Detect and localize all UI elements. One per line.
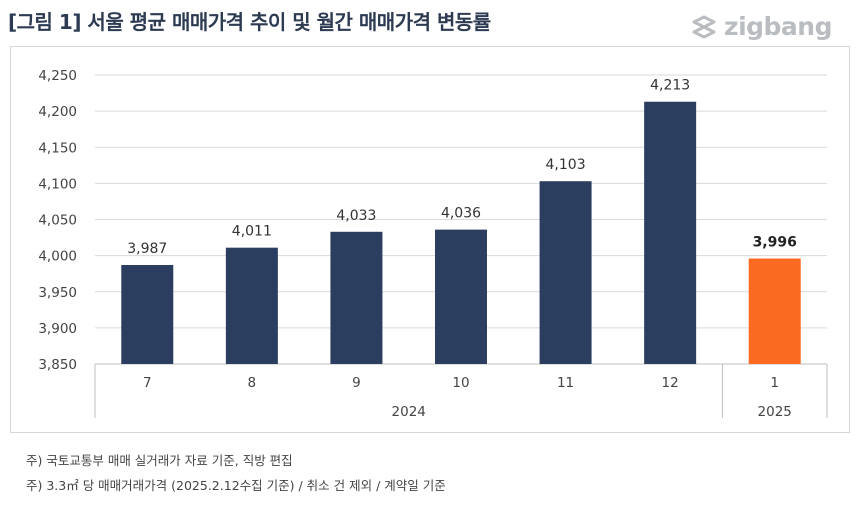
y-tick-label: 3,950 bbox=[38, 285, 77, 301]
y-tick-label: 4,150 bbox=[38, 140, 77, 156]
data-label: 4,033 bbox=[336, 208, 376, 224]
y-tick-label: 4,050 bbox=[38, 213, 77, 229]
chart-panel: 3,850 3,900 3,950 4,000 4,050 4,100 4,150 4,200… bbox=[10, 46, 850, 433]
page-title: [그림 1] 서울 평균 매매가격 추이 및 월간 매매가격 변동률 bbox=[8, 10, 491, 34]
y-tick-label: 4,200 bbox=[38, 104, 77, 120]
data-label: 4,036 bbox=[441, 206, 481, 222]
zigbang-logo-icon bbox=[692, 15, 716, 38]
footnote-method: 주) 3.3㎡ 당 매매거래가격 (2025.2.12수집 기준) / 취소 건… bbox=[26, 478, 446, 493]
bar bbox=[748, 258, 801, 364]
x-tick-label: 7 bbox=[143, 375, 152, 391]
x-tick-label: 9 bbox=[352, 375, 361, 391]
data-label: 4,213 bbox=[650, 78, 690, 94]
y-tick-label: 3,850 bbox=[38, 357, 77, 373]
bar-chart: 3,850 3,900 3,950 4,000 4,050 4,100 4,150 4,200… bbox=[38, 68, 828, 420]
bar bbox=[435, 229, 487, 364]
bar bbox=[225, 247, 278, 364]
data-label: 3,996 bbox=[753, 235, 797, 251]
group-label: 2024 bbox=[392, 404, 426, 420]
bar bbox=[539, 181, 592, 364]
y-tick-label: 3,900 bbox=[38, 321, 77, 337]
data-label: 4,103 bbox=[546, 157, 586, 173]
x-tick-label: 8 bbox=[248, 375, 257, 391]
x-tick-label: 12 bbox=[662, 375, 679, 391]
y-tick-label: 4,100 bbox=[38, 176, 77, 192]
x-tick-label: 1 bbox=[770, 375, 779, 391]
bar bbox=[121, 265, 174, 364]
x-tick-label: 10 bbox=[452, 375, 469, 391]
y-tick-label: 4,250 bbox=[38, 68, 77, 84]
footnotes: 주) 국토교통부 매매 실거래가 자료 기준, 직방 편집 주) 3.3㎡ 당 … bbox=[26, 448, 446, 498]
data-label: 3,987 bbox=[127, 241, 167, 257]
brand-logo: zigbang bbox=[690, 12, 832, 41]
group-label: 2025 bbox=[758, 404, 792, 420]
bar bbox=[330, 231, 383, 364]
y-tick-label: 4,000 bbox=[38, 249, 77, 265]
data-label: 4,011 bbox=[232, 224, 272, 240]
footnote-source: 주) 국토교통부 매매 실거래가 자료 기준, 직방 편집 bbox=[26, 453, 293, 468]
brand-name: zigbang bbox=[724, 12, 832, 41]
bar bbox=[644, 101, 697, 365]
x-tick-label: 11 bbox=[557, 375, 574, 391]
